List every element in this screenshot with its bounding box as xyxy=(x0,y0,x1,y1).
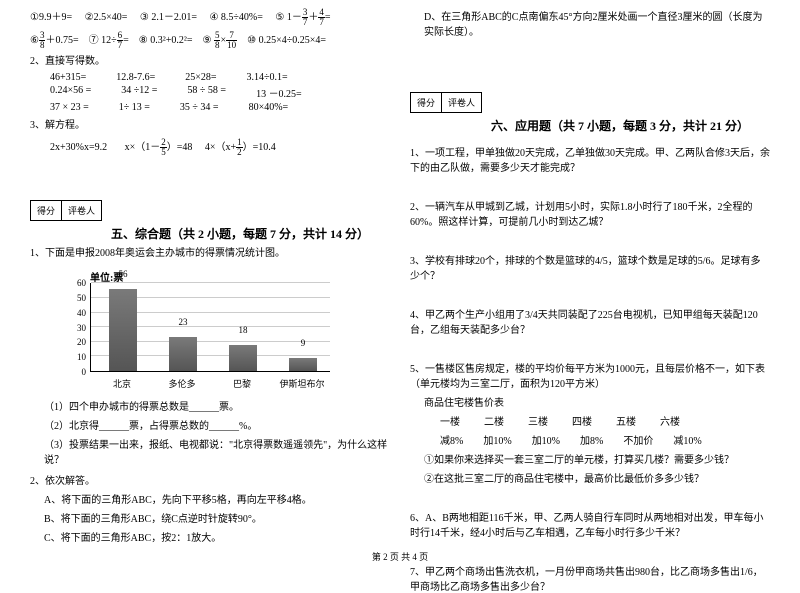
sub-q: B、将下面的三角形ABC，绕C点逆时针旋转90°。 xyxy=(30,512,390,527)
num-row: 0.24×56 = 34 ÷12 = 58 ÷ 58 = 13 －0.25= xyxy=(30,85,390,100)
table-values: 减8% 加10% 加10% 加8% 不加价 减10% xyxy=(410,434,770,449)
vote-bar-chart: 单位:票 60 50 40 30 20 10 0 5623189 北京多伦多巴黎… xyxy=(70,269,330,392)
bar xyxy=(169,337,197,371)
page-footer: 第 2 页 共 4 页 xyxy=(0,550,800,563)
solve-eq-label: 3、解方程。 xyxy=(30,118,390,133)
score-box: 得分 评卷人 xyxy=(410,92,482,113)
num-row: 37 × 23 = 1÷ 13 = 35 ÷ 34 = 80×40%= xyxy=(30,102,390,113)
sub-q: A、将下面的三角形ABC，先向下平移5格，再向左平移4格。 xyxy=(30,493,390,508)
score-box: 得分 评卷人 xyxy=(30,200,102,221)
q5-sub-b: ②在这批三室二厅的商品住宅楼中，最高价比最低价多多少钱？ xyxy=(410,472,770,487)
section-6-title: 六、应用题（共 7 小题，每题 3 分，共计 21 分） xyxy=(470,117,770,134)
section-5-title: 五、综合题（共 2 小题，每题 7 分，共计 14 分） xyxy=(90,225,390,242)
table-title: 商品住宅楼售价表 xyxy=(410,396,770,411)
q5-1: 1、下面是申报2008年奥运会主办城市的得票情况统计图。 xyxy=(30,246,390,261)
q5-2: 2、依次解答。 xyxy=(30,474,390,489)
app-q5-intro: 5、一售楼区售房规定，楼的平均价每平方米为1000元，且每层价格不一，如下表（单… xyxy=(410,360,770,390)
num-row: 46+315= 12.8-7.6= 25×28= 3.14÷0.1= xyxy=(30,72,390,83)
left-column: ①9.9＋9= ②2.5×40= ③ 2.1－2.01= ④ 8.5÷40%= … xyxy=(30,8,390,548)
app-q6: 6、A、B两地相距116千米，甲、乙两人骑自行车同时从两地相对出发，甲车每小时行… xyxy=(410,509,770,539)
right-column: D、在三角形ABC的C点南偏东45°方向2厘米处画一个直径3厘米的圆（长度为实际… xyxy=(410,8,770,548)
app-q1: 1、一项工程，甲单独做20天完成，乙单独做30天完成。甲、乙两队合修3天后，余下… xyxy=(410,144,770,174)
plot-area: 5623189 xyxy=(90,283,330,372)
app-q2: 2、一辆汽车从甲城到乙城，计划用5小时，实际1.8小时行了180千米，2全程的6… xyxy=(410,198,770,228)
bar xyxy=(229,345,257,371)
vertical-calc-label: 2、直接写得数。 xyxy=(30,54,390,69)
d-option: D、在三角形ABC的C点南偏东45°方向2厘米处画一个直径3厘米的圆（长度为实际… xyxy=(410,10,770,40)
equations: 2x+30%x=9.2 x×（1－25）=48 4×（x+12）=10.4 xyxy=(30,138,390,157)
sub-q: （1）四个申办城市的得票总数是______票。 xyxy=(30,400,390,415)
app-q4: 4、甲乙两个生产小组用了3/4天共同装配了225台电视机，已知甲组每天装配120… xyxy=(410,306,770,336)
calc-row-2: ⑥38＋0.75= ⑦ 12÷67= ⑧ 0.3²+0.2²= ⑨ 58×710… xyxy=(30,31,390,50)
q5-sub-a: ①如果你来选择买一套三室二厅的单元楼，打算买几楼？需要多少钱？ xyxy=(410,453,770,468)
app-q7: 7、甲乙两个商场出售洗衣机，一月份甲商场共售出980台，比乙商场多售出1/6，甲… xyxy=(410,563,770,593)
y-axis: 60 50 40 30 20 10 0 xyxy=(70,283,88,372)
table-headers: 一楼 二楼 三楼 四楼 五楼 六楼 xyxy=(410,415,770,430)
app-q3: 3、学校有排球20个，排球的个数是篮球的4/5，篮球个数是足球的5/6。足球有多… xyxy=(410,252,770,282)
calc-row-1: ①9.9＋9= ②2.5×40= ③ 2.1－2.01= ④ 8.5÷40%= … xyxy=(30,8,390,27)
sub-q: C、将下面的三角形ABC，按2：1放大。 xyxy=(30,531,390,546)
bar xyxy=(109,289,137,371)
sub-q: （3）投票结果一出来，报纸、电视都说："北京得票数遥遥领先"，为什么这样说？ xyxy=(30,438,390,468)
sub-q: （2）北京得______票，占得票总数的______%。 xyxy=(30,419,390,434)
bar xyxy=(289,358,317,371)
